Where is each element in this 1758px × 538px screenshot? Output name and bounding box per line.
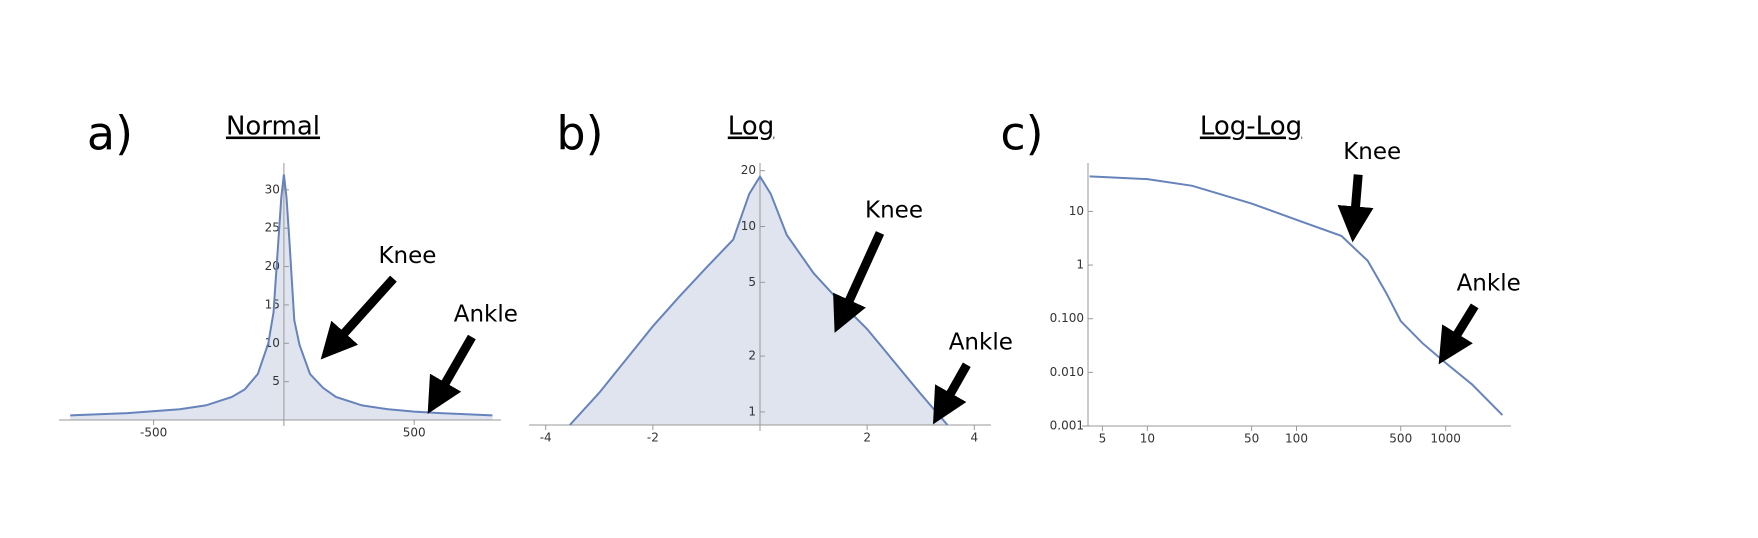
x-tick-label: 10 [1140, 432, 1155, 446]
area-fill [569, 176, 948, 425]
x-tick-label: -500 [140, 426, 167, 440]
annotation-arrow [833, 231, 885, 333]
annotation-label: Ankle [1457, 270, 1521, 296]
panel-label: b) [556, 107, 603, 161]
chart-title: Normal [226, 112, 320, 142]
x-tick-label: -4 [540, 431, 552, 445]
annotation-arrow [320, 275, 397, 360]
x-tick-label: 1000 [1430, 432, 1461, 446]
y-tick-label: 0.001 [1050, 419, 1084, 433]
y-tick-label: 1 [1076, 258, 1084, 272]
y-tick-label: 0.010 [1050, 365, 1084, 379]
y-tick-label: 0.100 [1050, 311, 1084, 325]
y-tick-label: 10 [741, 219, 756, 233]
y-tick-label: 30 [265, 182, 280, 196]
data-line [70, 174, 493, 417]
annotation-label: Ankle [949, 329, 1013, 355]
chart-panel: c) Log-Log 5 10 50 100 500 1000 0.001 0.010 0.100 1… [1000, 107, 1520, 446]
x-tick-label: 500 [1389, 432, 1412, 446]
annotation-arrow [933, 362, 971, 425]
x-tick-label: 4 [970, 431, 978, 445]
annotation-label: Knee [378, 243, 436, 269]
chart-title: Log [728, 112, 774, 142]
chart-panel: b) Log -4 -2 2 4 1 2 5 10 20 Knee Ankle [529, 107, 1013, 445]
y-tick-label: 15 [265, 297, 280, 311]
y-tick-label: 20 [741, 163, 756, 177]
x-tick-label: 500 [403, 426, 426, 440]
x-tick-label: 100 [1285, 432, 1308, 446]
data-line [1089, 175, 1504, 416]
annotation-label: Knee [865, 197, 923, 223]
y-tick-label: 5 [272, 374, 280, 388]
x-tick-label: 5 [1099, 432, 1107, 446]
y-tick-label: 10 [1069, 204, 1084, 218]
annotation-arrow [1337, 174, 1374, 243]
panel-label: a) [87, 107, 133, 161]
y-tick-label: 25 [265, 221, 280, 235]
x-tick-label: 2 [863, 431, 871, 445]
y-tick-label: 1 [748, 404, 756, 418]
panel-label: c) [1000, 107, 1043, 161]
y-tick-label: 2 [748, 349, 756, 363]
x-tick-label: 50 [1244, 432, 1259, 446]
annotation-label: Knee [1343, 139, 1401, 165]
annotation-label: Ankle [454, 302, 518, 328]
annotation-arrow [1438, 303, 1479, 365]
y-tick-label: 5 [748, 275, 756, 289]
annotation-arrow [427, 334, 476, 414]
area-fill [70, 174, 493, 420]
chart-title: Log-Log [1200, 112, 1302, 142]
x-tick-label: -2 [647, 431, 659, 445]
